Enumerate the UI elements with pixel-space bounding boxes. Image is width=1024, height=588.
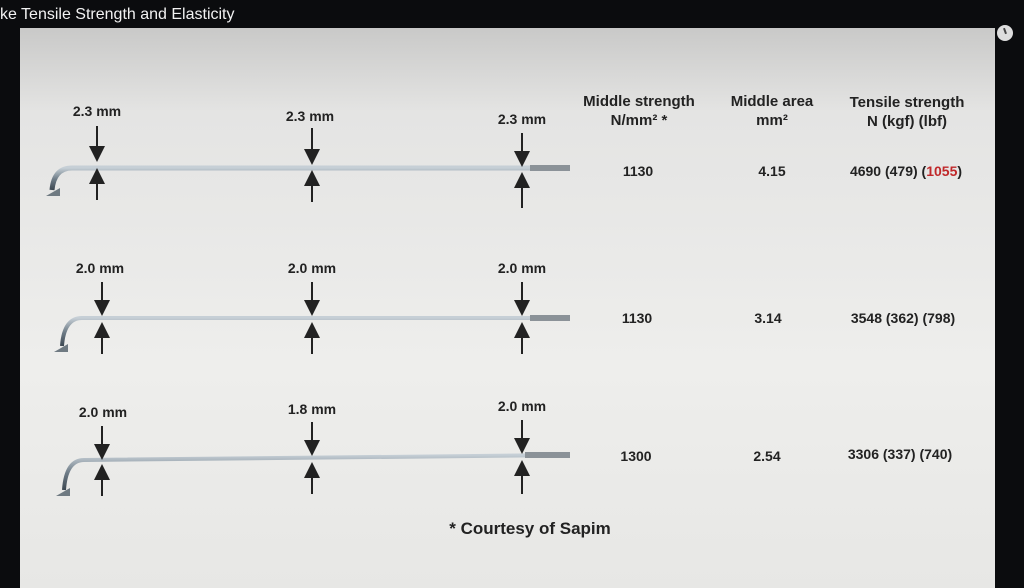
slide: 2.3 mm 2.3 mm 2.3 mm 2.0 mm 2.0 mm 2.0 m… [20,28,995,588]
diameter-label: 2.3 mm [497,111,547,127]
diameter-label: 2.0 mm [75,260,125,276]
diameter-label: 2.3 mm [285,108,335,124]
header-unit: N (kgf) (lbf) [867,113,947,130]
tensile-value: 4690 (479) (1055) [850,163,962,179]
spoke-1 [46,165,570,196]
area-value: 3.14 [754,310,782,326]
measure-arrows [89,126,530,496]
tensile-lbf-highlight: 1055 [926,163,958,179]
area-value: 4.15 [758,163,786,179]
tensile-text: 4690 (479) ( [849,163,927,179]
area-value: 2.54 [753,448,781,464]
header-tensile-strength: Tensile strength N (kgf) (lbf) [850,93,965,131]
tensile-value: 3548 (362) (798) [850,310,956,326]
diameter-label: 1.8 mm [287,401,337,417]
strength-value: 1300 [620,448,652,464]
diameter-label: 2.0 mm [78,404,128,420]
spoke-2 [54,315,570,352]
diameter-label: 2.0 mm [497,398,547,414]
header-unit: mm² [756,112,788,129]
diameter-label: 2.0 mm [287,260,337,276]
tensile-text-end: ) [957,163,963,179]
header-middle-area: Middle area mm² [731,92,814,130]
diameter-label: 2.0 mm [497,260,547,276]
window-title: ke Tensile Strength and Elasticity [0,6,235,23]
footnote: * Courtesy of Sapim [449,519,611,538]
diameter-label: 2.3 mm [72,103,122,119]
header-line: Middle strength [583,93,695,110]
clock-icon [997,25,1013,41]
strength-value: 1130 [621,310,653,326]
spoke-diagrams [46,126,571,496]
tensile-value: 3306 (337) (740) [847,446,953,462]
header-middle-strength: Middle strength N/mm² * [583,92,695,130]
header-line: Tensile strength [849,94,965,111]
spoke-3 [56,452,571,496]
header-line: Middle area [730,93,814,110]
header-unit: N/mm² * [610,112,668,129]
strength-value: 1130 [622,163,654,179]
